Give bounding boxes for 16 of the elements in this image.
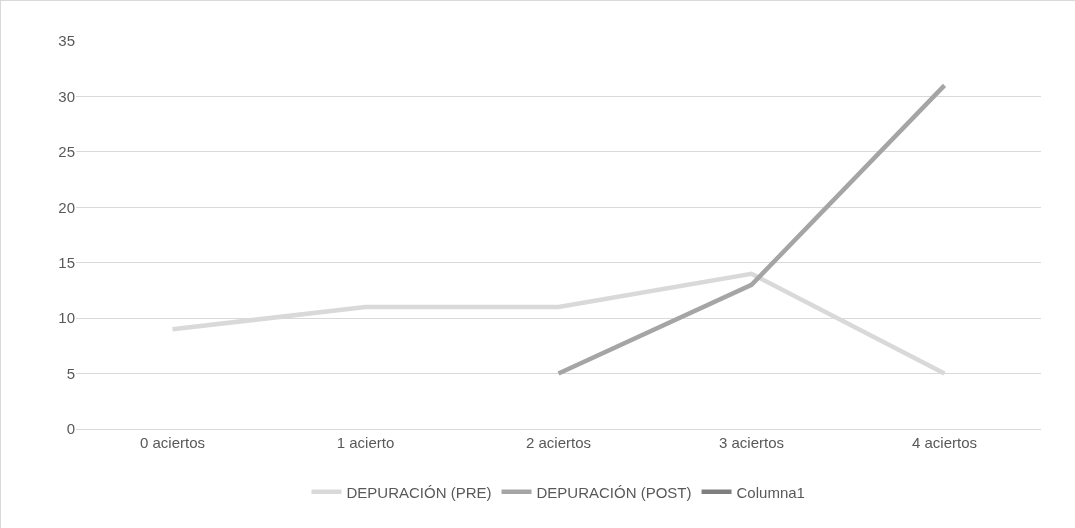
- y-tick-label: 35: [58, 32, 75, 50]
- y-tick-label: 10: [58, 309, 75, 327]
- y-tick-label: 15: [58, 253, 75, 271]
- y-tick-label: 30: [58, 87, 75, 105]
- legend-label: Columna1: [736, 483, 805, 501]
- legend-label: DEPURACIÓN (PRE): [346, 483, 492, 501]
- x-tick-label: 3 aciertos: [718, 434, 785, 451]
- x-tick-label: 1 acierto: [336, 434, 395, 451]
- legend-label: DEPURACIÓN (POST): [536, 483, 692, 501]
- y-tick-label: 0: [66, 420, 75, 438]
- x-tick-label: 2 aciertos: [525, 434, 592, 451]
- x-tick-label: 4 aciertos: [911, 434, 978, 451]
- y-tick-label: 20: [58, 198, 75, 216]
- y-tick-label: 25: [58, 143, 75, 161]
- y-tick-label: 5: [66, 364, 75, 382]
- x-tick-label: 0 aciertos: [139, 434, 206, 451]
